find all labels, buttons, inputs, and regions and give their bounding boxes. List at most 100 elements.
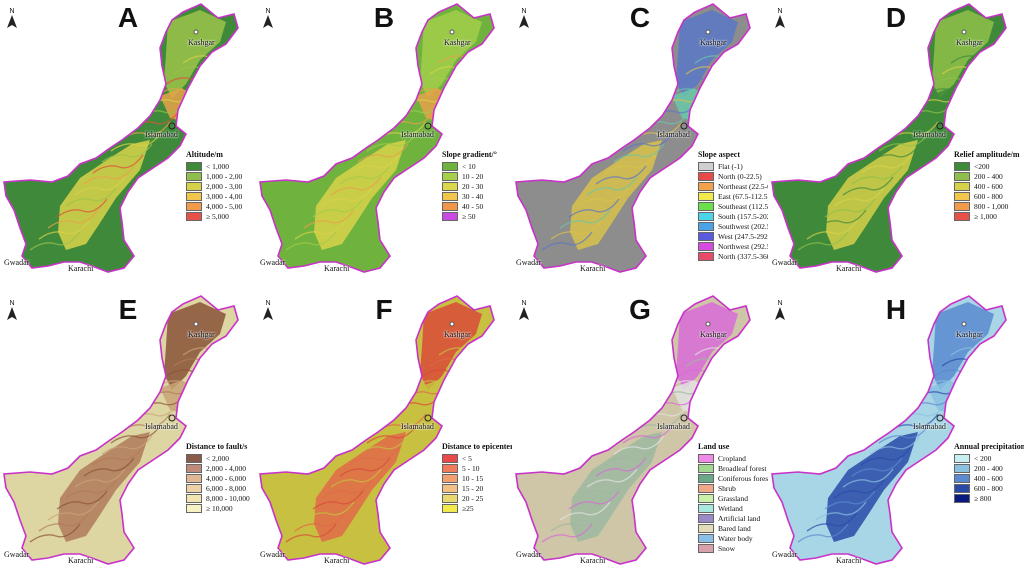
terrain-texture [330, 468, 382, 488]
panel-label: A [117, 2, 139, 33]
city-label-karachi: Karachi [836, 556, 862, 565]
legend-swatch [698, 493, 714, 503]
panel-label: H [885, 294, 907, 325]
legend-item: 20 - 25 [442, 493, 512, 503]
legend-item: 800 - 1,000 [954, 201, 1020, 211]
terrain-texture [797, 231, 849, 251]
city-label-islamabad: Islamabad [401, 130, 434, 139]
legend-item: 1,000 - 2,00 [186, 171, 242, 181]
terrain-texture [604, 446, 656, 466]
legend-label: Southeast (112.5-157.5) [718, 201, 768, 211]
kashgar-marker [193, 29, 199, 35]
terrain-zone [676, 302, 738, 390]
map-panel-d: D N Kashgar Islamabad Gwadar Karachi Relief am… [768, 0, 1024, 292]
legend-item: 400 - 600 [954, 473, 1024, 483]
city-label-karachi: Karachi [836, 264, 862, 273]
legend-label: 600 - 800 [974, 483, 1003, 493]
legend-swatch [186, 161, 202, 171]
legend-swatch [442, 191, 458, 201]
pakistan-map [3, 3, 239, 273]
legend-swatch [442, 493, 458, 503]
terrain-texture [559, 501, 611, 521]
terrain-texture [92, 154, 144, 174]
terrain-zone [164, 10, 226, 98]
map-panel-f: F N Kashgar Islamabad Gwadar Karachi Distance … [256, 292, 512, 584]
kashgar-marker [193, 321, 199, 327]
terrain-texture [824, 490, 876, 510]
city-label-karachi: Karachi [580, 556, 606, 565]
legend-label: ≥ 800 [974, 493, 992, 503]
legend-item: 40 - 50 [442, 201, 497, 211]
terrain-texture [321, 479, 373, 499]
legend-item: 2,000 - 3,00 [186, 181, 242, 191]
legend-label: North (337.5-360) [718, 251, 768, 261]
terrain-texture [842, 468, 894, 488]
pakistan-map [259, 295, 495, 565]
city-label-islamabad: Islamabad [145, 130, 178, 139]
legend-item: < 1,000 [186, 161, 242, 171]
north-arrow: N [6, 8, 18, 34]
terrain-texture [613, 435, 665, 455]
terrain-texture [568, 490, 620, 510]
terrain-texture [92, 446, 144, 466]
terrain-zone [420, 10, 482, 98]
country-border [259, 3, 495, 273]
legend-swatch [186, 483, 202, 493]
terrain-texture [303, 209, 355, 229]
kashgar-marker [961, 29, 967, 35]
legend-label: Wetland [718, 503, 743, 513]
legend-label: ≥25 [462, 503, 474, 513]
kashgar-marker [705, 321, 711, 327]
legend-swatch [954, 201, 970, 211]
legend-swatch [698, 201, 714, 211]
map-panel-h: H N Kashgar Islamabad Gwadar Karachi Annual pr… [768, 292, 1024, 584]
legend: Slope aspect Flat (-1) North (0-22.5) North… [698, 150, 768, 261]
city-label-karachi: Karachi [68, 556, 94, 565]
city-label-islamabad: Islamabad [401, 422, 434, 431]
legend-swatch [698, 533, 714, 543]
legend-label: West (247.5-292.5) [718, 231, 768, 241]
legend-label: 40 - 50 [462, 201, 484, 211]
city-label-islamabad: Islamabad [657, 130, 690, 139]
city-label-kashgar: Kashgar [188, 38, 215, 47]
islamabad-marker [424, 122, 432, 130]
legend-item: 30 - 40 [442, 191, 497, 201]
terrain-texture [83, 165, 135, 185]
legend-label: 2,000 - 3,00 [206, 181, 243, 191]
legend-item: 2,000 - 4,000 [186, 463, 250, 473]
north-label: N [265, 300, 271, 307]
terrain-texture [824, 198, 876, 218]
legend-swatch [954, 463, 970, 473]
city-label-gwadar: Gwadar [260, 550, 286, 559]
kashgar-marker [705, 29, 711, 35]
terrain-texture [595, 165, 647, 185]
terrain-texture [74, 176, 126, 196]
legend-swatch [698, 161, 714, 171]
legend-label: North (0-22.5) [718, 171, 762, 181]
country-border [3, 295, 239, 565]
legend-swatch [442, 463, 458, 473]
north-arrow: N [774, 8, 786, 34]
legend-swatch [954, 181, 970, 191]
terrain-zone [932, 10, 994, 98]
pakistan-map [771, 3, 1007, 273]
terrain-texture [586, 468, 638, 488]
legend-label: 10 - 20 [462, 171, 484, 181]
islamabad-marker [936, 122, 944, 130]
city-label-gwadar: Gwadar [516, 258, 542, 267]
legend-item: 400 - 600 [954, 181, 1020, 191]
terrain-texture [348, 154, 400, 174]
terrain-texture [806, 220, 858, 240]
north-label: N [521, 300, 527, 307]
map-panel-b: B N Kashgar Islamabad Gwadar Karachi Slope gra… [256, 0, 512, 292]
legend-label: < 10 [462, 161, 476, 171]
legend-label: 5 - 10 [462, 463, 480, 473]
terrain-texture [842, 176, 894, 196]
city-label-islamabad: Islamabad [913, 422, 946, 431]
terrain-texture [357, 435, 409, 455]
terrain-texture [806, 512, 858, 532]
legend-swatch [954, 211, 970, 221]
terrain-texture [595, 457, 647, 477]
legend-item: 20 - 30 [442, 181, 497, 191]
legend-item: South (157.5-202.5) [698, 211, 768, 221]
